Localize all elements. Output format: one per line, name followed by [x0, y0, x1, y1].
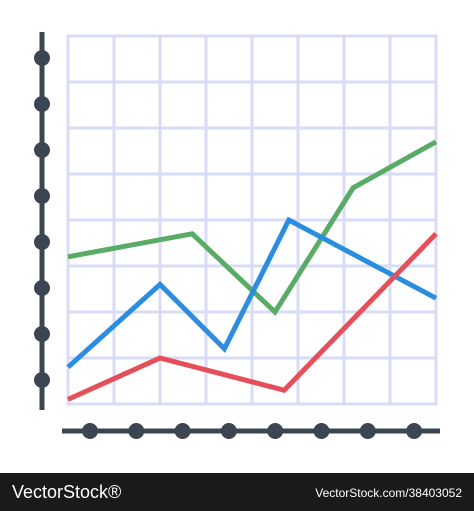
y-axis-dot — [34, 188, 50, 204]
y-axis-dot — [34, 50, 50, 66]
x-axis-dot — [406, 423, 423, 439]
y-axis-dot — [34, 234, 50, 250]
x-axis-dot — [313, 423, 330, 439]
data-line — [67, 139, 438, 316]
y-axis-dot — [34, 142, 50, 158]
watermark-left: VectorStock® — [12, 482, 121, 502]
x-axis-dot — [220, 423, 237, 439]
x-axis-dot — [174, 423, 191, 439]
data-line — [66, 232, 438, 402]
x-axis-dot — [267, 423, 284, 439]
y-axis-dot — [34, 372, 50, 388]
x-axis-dot — [128, 423, 145, 439]
data-line — [66, 216, 438, 370]
x-axis-dot — [359, 423, 376, 439]
y-axis-dot — [34, 280, 50, 296]
x-axis-dot — [82, 423, 98, 439]
y-axis-dot — [34, 326, 50, 342]
y-axis-dot — [34, 96, 50, 112]
watermark-right: VectorStock.com/38403052 — [315, 486, 462, 500]
watermark-bar — [0, 473, 474, 511]
